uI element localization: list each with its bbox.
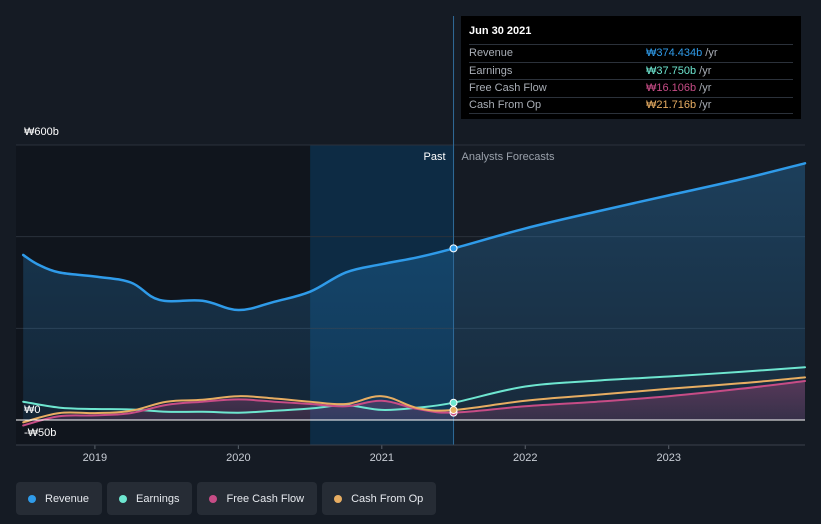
y-tick-label: ₩0	[24, 404, 41, 416]
tooltip-row-earnings: Earnings ₩37.750b /yr	[469, 61, 793, 80]
x-tick-label: 2023	[656, 452, 680, 464]
earnings-dot-icon	[119, 494, 128, 503]
tooltip-row-cash-from-op: Cash From Op ₩21.716b /yr	[469, 96, 793, 114]
tooltip: Jun 30 2021 Revenue ₩374.434b /yr Earnin…	[461, 16, 801, 119]
free-cash-flow-dot-icon	[209, 494, 218, 503]
legend: Revenue Earnings Free Cash Flow Cash Fro…	[16, 482, 437, 515]
revenue-line	[21, 162, 807, 312]
tooltip-label: Cash From Op	[469, 99, 542, 112]
tooltip-date: Jun 30 2021	[469, 25, 532, 37]
legend-item-revenue[interactable]: Revenue	[16, 482, 103, 515]
tooltip-value: ₩374.434b	[646, 47, 703, 60]
tooltip-unit: /yr	[699, 82, 712, 95]
legend-label: Revenue	[45, 492, 90, 505]
x-tick-label: 2022	[513, 452, 537, 464]
tooltip-unit: /yr	[699, 64, 712, 77]
x-tick-label: 2019	[83, 452, 107, 464]
revenue-dot-icon	[28, 494, 36, 503]
tooltip-label: Earnings	[469, 64, 513, 77]
cash-from-op-dot-icon	[334, 494, 343, 503]
free-cash-flow-line	[22, 380, 806, 427]
legend-item-free-cash-flow[interactable]: Free Cash Flow	[197, 482, 318, 515]
forecast-label: Analysts Forecasts	[462, 151, 555, 163]
y-tick-label: -₩50b	[24, 427, 56, 439]
tooltip-value: ₩37.750b	[646, 64, 697, 77]
tooltip-row-revenue: Revenue ₩374.434b /yr	[469, 44, 793, 62]
tooltip-label: Free Cash Flow	[469, 82, 547, 95]
tooltip-unit: /yr	[699, 99, 712, 112]
past-label: Past	[424, 151, 446, 163]
tooltip-unit: /yr	[705, 47, 718, 60]
tooltip-value: ₩21.716b	[646, 99, 697, 112]
legend-item-cash-from-op[interactable]: Cash From Op	[322, 482, 437, 515]
tooltip-label: Revenue	[469, 47, 514, 60]
legend-label: Cash From Op	[351, 492, 424, 505]
legend-label: Earnings	[136, 492, 180, 505]
revenue-area	[23, 163, 805, 421]
y-tick-label: ₩600b	[24, 126, 59, 138]
earnings-marker	[449, 398, 458, 407]
tooltip-row-free-cash-flow: Free Cash Flow ₩16.106b /yr	[469, 79, 793, 97]
x-tick-label: 2021	[370, 452, 394, 464]
cash-from-op-line	[22, 376, 806, 424]
tooltip-value: ₩16.106b	[646, 82, 697, 95]
legend-label: Free Cash Flow	[226, 492, 305, 505]
x-tick-label: 2020	[226, 452, 250, 464]
cash-from-op-marker	[449, 406, 458, 415]
legend-item-earnings[interactable]: Earnings	[107, 482, 193, 515]
free-cash-flow-area	[23, 381, 805, 426]
revenue-marker	[449, 244, 458, 253]
